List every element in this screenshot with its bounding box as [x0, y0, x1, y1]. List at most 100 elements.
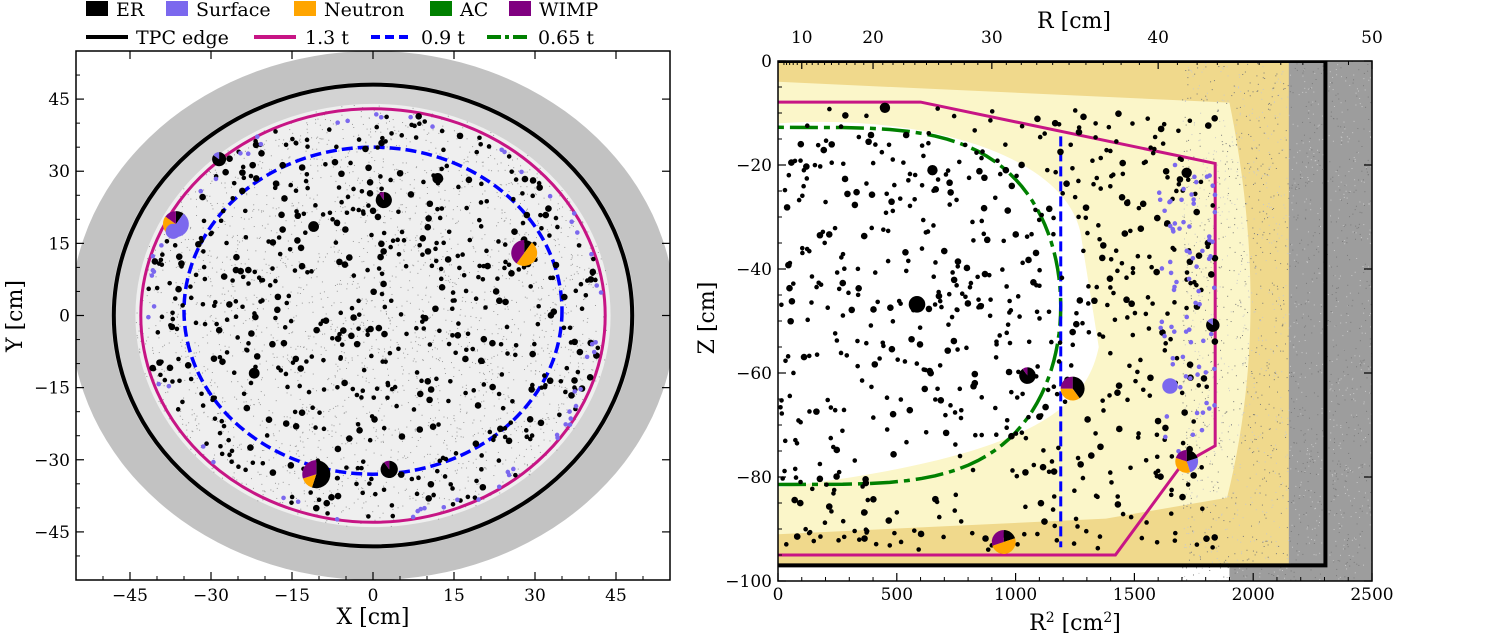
- er-event-point: [439, 206, 445, 211]
- left-background-dot: [212, 208, 214, 210]
- right-background-dot: [1239, 408, 1241, 410]
- right-background-dot: [1237, 161, 1239, 163]
- left-background-dot: [227, 431, 229, 433]
- left-background-dot: [178, 304, 180, 306]
- left-background-dot: [472, 222, 474, 224]
- left-background-dot: [521, 355, 523, 357]
- left-background-dot: [409, 498, 411, 500]
- right-background-dot: [1215, 151, 1217, 153]
- er-event-point: [215, 326, 223, 334]
- left-background-dot: [366, 412, 368, 414]
- left-background-dot: [440, 155, 442, 157]
- er-event-point: [467, 237, 473, 243]
- left-background-dot: [328, 139, 330, 141]
- left-background-dot: [418, 337, 420, 339]
- left-background-dot: [519, 239, 521, 241]
- right-background-dot: [1309, 458, 1311, 460]
- right-background-dot: [1266, 512, 1268, 514]
- right-background-dot: [1208, 218, 1210, 220]
- right-background-dot: [1335, 325, 1337, 327]
- left-background-dot: [355, 480, 357, 482]
- left-background-dot: [299, 371, 301, 373]
- right-background-dot: [1249, 82, 1251, 84]
- right-background-dot: [1308, 181, 1310, 183]
- left-background-dot: [170, 250, 172, 252]
- left-background-dot: [139, 348, 141, 350]
- left-background-dot: [406, 300, 408, 302]
- left-background-dot: [517, 442, 519, 444]
- left-background-dot: [391, 293, 393, 295]
- er-event-point: [473, 296, 479, 302]
- right-background-dot: [1182, 577, 1184, 579]
- left-background-dot: [560, 346, 562, 348]
- right-background-dot: [1253, 233, 1255, 235]
- right-background-dot: [1203, 158, 1205, 160]
- right-background-dot: [1312, 461, 1314, 463]
- left-background-dot: [403, 250, 405, 252]
- left-background-dot: [465, 388, 467, 390]
- left-background-dot: [334, 285, 336, 287]
- right-background-dot: [1186, 150, 1188, 152]
- left-background-dot: [365, 380, 367, 382]
- er-event-point: [431, 492, 436, 498]
- left-background-dot: [426, 186, 428, 188]
- left-background-dot: [421, 470, 423, 472]
- left-background-dot: [361, 299, 363, 301]
- left-background-dot: [558, 289, 560, 291]
- left-background-dot: [190, 226, 192, 228]
- right-background-dot: [1184, 238, 1186, 240]
- left-background-dot: [405, 348, 407, 350]
- left-background-dot: [218, 344, 220, 346]
- right-background-dot: [1205, 309, 1207, 311]
- left-background-dot: [398, 492, 400, 494]
- right-background-dot: [1354, 209, 1356, 211]
- er-event-point: [526, 415, 534, 423]
- left-background-dot: [594, 305, 596, 307]
- right-background-dot: [1339, 525, 1341, 527]
- right-background-dot: [1213, 158, 1215, 160]
- left-background-dot: [460, 408, 462, 410]
- right-background-dot: [1280, 484, 1282, 486]
- right-background-dot: [1273, 284, 1275, 286]
- er-event-point: [202, 276, 208, 282]
- right-background-dot: [1205, 267, 1207, 269]
- right-background-dot: [1349, 458, 1351, 460]
- left-background-dot: [152, 349, 154, 351]
- left-background-dot: [336, 290, 338, 292]
- right-background-dot: [1203, 276, 1205, 278]
- right-background-dot: [1219, 349, 1221, 351]
- left-background-dot: [522, 215, 524, 217]
- left-background-dot: [506, 348, 508, 350]
- right-background-dot: [1228, 175, 1230, 177]
- er-event-point: [253, 353, 261, 360]
- left-background-dot: [214, 382, 216, 384]
- right-background-dot: [1327, 324, 1329, 326]
- right-background-dot: [1234, 365, 1236, 367]
- right-background-dot: [1346, 313, 1348, 315]
- right-background-dot: [1195, 242, 1197, 244]
- left-background-dot: [505, 217, 507, 219]
- left-background-dot: [475, 161, 477, 163]
- er-event-point: [381, 230, 387, 236]
- left-background-dot: [472, 435, 474, 437]
- left-background-dot: [205, 198, 207, 200]
- left-background-dot: [429, 367, 431, 369]
- left-x-tick-label: −30: [193, 586, 229, 606]
- right-background-dot: [1236, 336, 1238, 338]
- right-background-dot: [1361, 303, 1363, 305]
- er-event-point: [590, 271, 595, 276]
- right-background-dot: [1319, 219, 1321, 221]
- left-background-dot: [445, 215, 447, 217]
- left-x-axis-title: X [cm]: [336, 605, 409, 630]
- right-background-dot: [1229, 226, 1231, 228]
- right-background-dot: [1259, 373, 1261, 375]
- er-event-point: [375, 145, 380, 150]
- er-event-point: [293, 188, 299, 194]
- left-background-dot: [397, 344, 399, 346]
- right-background-dot: [1257, 397, 1259, 399]
- left-background-dot: [245, 275, 247, 277]
- left-background-dot: [462, 386, 464, 388]
- left-background-dot: [265, 263, 267, 265]
- left-background-dot: [456, 472, 458, 474]
- left-background-dot: [436, 434, 438, 436]
